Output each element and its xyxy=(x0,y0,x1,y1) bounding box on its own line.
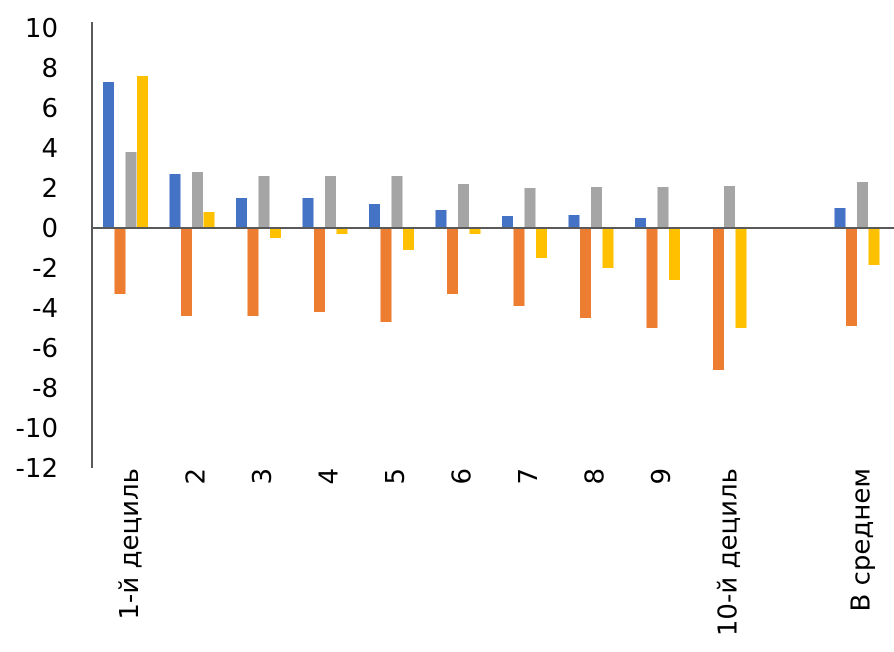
y-tick-label: 10 xyxy=(25,14,58,44)
x-category-label: 3 xyxy=(248,468,278,485)
x-category-label: 6 xyxy=(448,468,478,485)
y-tick-label: 6 xyxy=(41,94,58,124)
bar xyxy=(114,228,126,294)
y-tick-label: -6 xyxy=(32,334,58,364)
x-category-label: В среднем xyxy=(847,468,877,611)
bar xyxy=(447,228,458,294)
bar xyxy=(137,76,148,228)
x-category-label: 5 xyxy=(381,468,411,485)
bar xyxy=(336,228,348,234)
bar xyxy=(236,198,247,228)
y-tick-label: -8 xyxy=(32,374,58,404)
bar xyxy=(314,228,325,312)
bar xyxy=(458,184,469,228)
y-tick-label: 0 xyxy=(41,214,58,244)
y-tick-label: 4 xyxy=(41,134,58,164)
x-category-label: 7 xyxy=(514,468,544,485)
bar xyxy=(524,188,536,228)
bar xyxy=(325,176,336,228)
bar xyxy=(270,228,281,238)
bar xyxy=(169,174,181,228)
bar xyxy=(602,228,614,268)
bar xyxy=(635,218,646,228)
bar xyxy=(846,228,857,326)
bar xyxy=(591,187,602,228)
y-tick-label: 8 xyxy=(41,54,58,84)
bar xyxy=(247,228,259,316)
bar xyxy=(735,228,747,328)
bar xyxy=(380,228,392,322)
bar xyxy=(258,176,270,228)
bar xyxy=(103,82,114,228)
bar xyxy=(302,198,314,228)
x-category-label: 2 xyxy=(182,468,212,485)
y-tick-label: -12 xyxy=(16,454,58,484)
x-category-label: 8 xyxy=(581,468,611,485)
y-axis-ticks: 10 8 6 4 2 0 -2 -4 -6 -8 -10 -12 xyxy=(16,14,58,484)
x-category-label: 4 xyxy=(315,468,345,485)
bar xyxy=(657,187,669,228)
y-tick-label: -2 xyxy=(32,254,58,284)
bar xyxy=(724,186,735,228)
bar xyxy=(181,228,192,316)
bars xyxy=(103,76,880,370)
bar xyxy=(580,228,591,318)
bar xyxy=(834,208,846,228)
bar xyxy=(391,176,403,228)
bar xyxy=(536,228,547,258)
bar xyxy=(192,172,203,228)
x-category-label: 1-й дециль xyxy=(115,468,145,620)
x-category-label: 9 xyxy=(647,468,677,485)
bar xyxy=(713,228,724,370)
bar xyxy=(125,152,137,228)
bar xyxy=(646,228,658,328)
bar xyxy=(469,228,481,234)
bar xyxy=(502,216,513,228)
bar xyxy=(403,228,414,250)
bar xyxy=(203,212,215,228)
y-tick-label: 2 xyxy=(41,174,58,204)
category-labels: 1-й дециль 2 3 4 5 6 7 8 9 10-й дециль В среднем xyxy=(115,468,877,636)
bar xyxy=(868,228,880,265)
y-tick-label: -10 xyxy=(16,414,58,444)
y-tick-label: -4 xyxy=(32,294,58,324)
bar xyxy=(857,182,868,228)
bar xyxy=(435,210,447,228)
x-category-label: 10-й дециль xyxy=(714,468,744,636)
bar xyxy=(568,215,580,228)
bar xyxy=(369,204,380,228)
bar xyxy=(669,228,680,280)
bar xyxy=(513,228,525,306)
